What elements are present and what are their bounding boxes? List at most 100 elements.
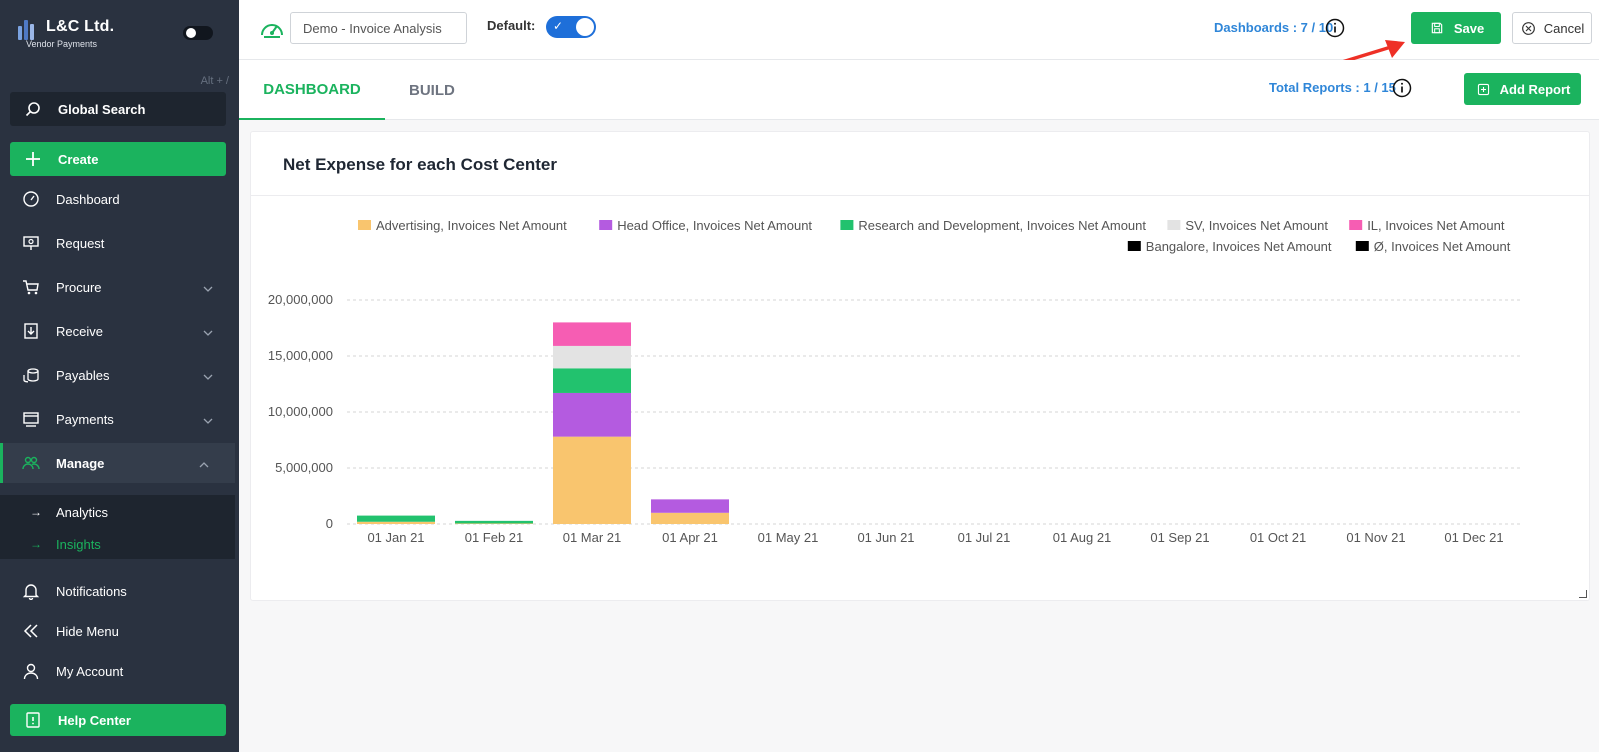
y-tick-label: 0: [326, 516, 333, 531]
bar-segment: [553, 392, 631, 437]
submenu-item-label: Insights: [56, 536, 101, 552]
cancel-label: Cancel: [1543, 20, 1585, 36]
dashboard-name-input[interactable]: Demo - Invoice Analysis: [290, 12, 467, 44]
sidebar-item-label: Hide Menu: [56, 623, 119, 639]
arrow-right-icon: →: [30, 505, 42, 519]
legend-swatch: [599, 220, 613, 230]
sidebar-item-label: Notifications: [56, 583, 127, 599]
bar-segment: [357, 515, 435, 522]
y-tick-label: 20,000,000: [268, 292, 333, 307]
resize-handle[interactable]: [1579, 590, 1587, 598]
x-tick-label: 01 Jan 21: [367, 530, 424, 545]
help-center-button[interactable]: Help Center: [10, 704, 226, 736]
x-tick-label: 01 Apr 21: [662, 530, 718, 545]
check-icon: ✓: [553, 19, 564, 33]
user-icon: [22, 662, 40, 680]
legend-label: Head Office, Invoices Net Amount: [617, 218, 812, 233]
gauge-icon: [22, 190, 40, 208]
cancel-button[interactable]: Cancel: [1512, 12, 1592, 44]
close-circle-icon: [1520, 19, 1538, 37]
toggle-knob: [576, 18, 594, 36]
manage-submenu: → Analytics → Insights: [0, 495, 235, 559]
save-button[interactable]: Save: [1411, 12, 1501, 44]
double-chevron-left-icon: [22, 622, 40, 640]
add-report-button[interactable]: Add Report: [1464, 73, 1581, 105]
bar-segment: [651, 512, 729, 524]
sidebar-item-receive[interactable]: Receive: [0, 311, 239, 351]
dashboard-header: Demo - Invoice Analysis Default: ✓ Dashb…: [239, 0, 1599, 76]
bar-segment: [651, 499, 729, 513]
help-icon: [24, 711, 42, 729]
bar-segment: [553, 436, 631, 524]
sidebar-item-payments[interactable]: Payments: [0, 399, 239, 439]
x-tick-label: 01 Mar 21: [563, 530, 622, 545]
y-tick-label: 5,000,000: [275, 460, 333, 475]
legend-label: Advertising, Invoices Net Amount: [376, 218, 567, 233]
submenu-item-label: Analytics: [56, 504, 109, 520]
sidebar-item-my-account[interactable]: My Account: [0, 651, 239, 691]
legend-swatch: [358, 220, 371, 230]
report-card: Net Expense for each Cost Center 0 5,000,…: [250, 131, 1590, 601]
x-tick-label: 01 Oct 21: [1250, 530, 1306, 545]
create-button[interactable]: Create: [10, 142, 226, 176]
x-tick-label: 01 Feb 21: [465, 530, 524, 545]
info-icon[interactable]: [1392, 78, 1412, 98]
sidebar-item-label: Payments: [56, 411, 114, 427]
sidebar-item-notifications[interactable]: Notifications: [0, 571, 239, 611]
info-icon[interactable]: [1325, 18, 1345, 38]
sidebar-item-request[interactable]: Request: [0, 223, 239, 263]
sidebar-item-label: Dashboard: [56, 191, 120, 207]
chevron-down-icon: [203, 369, 213, 384]
bar-segment: [553, 368, 631, 393]
sidebar-item-label: Manage: [56, 455, 105, 471]
tabs-bar: DASHBOARD BUILD Total Reports : 1 / 15 A…: [239, 60, 1599, 120]
legend-swatch: [1355, 241, 1369, 251]
x-tick-label: 01 Jul 21: [958, 530, 1011, 545]
search-shortcut-hint: Alt + /: [200, 75, 229, 87]
x-tick-label: 01 Sep 21: [1150, 530, 1209, 545]
dashboards-count: Dashboards : 7 / 10: [1214, 20, 1334, 35]
tab-build[interactable]: BUILD: [409, 81, 455, 99]
sidebar-item-label: My Account: [56, 663, 124, 679]
request-icon: [22, 234, 40, 252]
tab-dashboard[interactable]: DASHBOARD: [239, 60, 385, 120]
global-search-label: Global Search: [58, 101, 146, 117]
theme-toggle[interactable]: [183, 26, 213, 40]
brand-name: L&C Ltd.: [46, 18, 115, 35]
global-search[interactable]: Global Search: [10, 92, 226, 126]
bar-segment: [455, 520, 533, 524]
chevron-down-icon: [203, 325, 213, 340]
bar-segment: [553, 345, 631, 369]
total-reports-count: Total Reports : 1 / 15: [1269, 80, 1396, 95]
sidebar-item-label: Payables: [56, 367, 110, 383]
sidebar-item-hide-menu[interactable]: Hide Menu: [0, 611, 239, 651]
payments-icon: [22, 410, 40, 428]
sidebar-item-payables[interactable]: Payables: [0, 355, 239, 395]
submenu-item-analytics[interactable]: → Analytics: [30, 495, 108, 529]
create-label: Create: [58, 151, 99, 167]
legend-swatch: [1127, 241, 1141, 251]
speedometer-icon: [259, 16, 285, 47]
legend-label: SV, Invoices Net Amount: [1185, 218, 1328, 233]
submenu-item-insights[interactable]: → Insights: [30, 529, 101, 559]
sidebar: L&C Ltd. Vendor Payments Alt + / Global …: [0, 0, 239, 752]
sidebar-item-procure[interactable]: Procure: [0, 267, 239, 307]
bar-segment: [455, 523, 533, 524]
sidebar-item-dashboard[interactable]: Dashboard: [0, 179, 239, 219]
sidebar-item-manage[interactable]: Manage: [0, 443, 235, 483]
default-toggle[interactable]: ✓: [546, 16, 596, 38]
legend-swatch: [1349, 220, 1363, 230]
legend-label: IL, Invoices Net Amount: [1367, 218, 1505, 233]
floppy-disk-icon: [1428, 19, 1446, 37]
x-tick-label: 01 Nov 21: [1346, 530, 1405, 545]
save-label: Save: [1453, 20, 1485, 36]
chevron-up-icon: [199, 457, 209, 472]
coins-icon: [22, 366, 40, 384]
report-title: Net Expense for each Cost Center: [251, 132, 1589, 196]
brand[interactable]: L&C Ltd. Vendor Payments: [18, 18, 114, 49]
plus-icon: [24, 150, 42, 168]
bar-segment: [553, 322, 631, 346]
add-report-label: Add Report: [1499, 81, 1571, 97]
cart-icon: [22, 278, 40, 296]
